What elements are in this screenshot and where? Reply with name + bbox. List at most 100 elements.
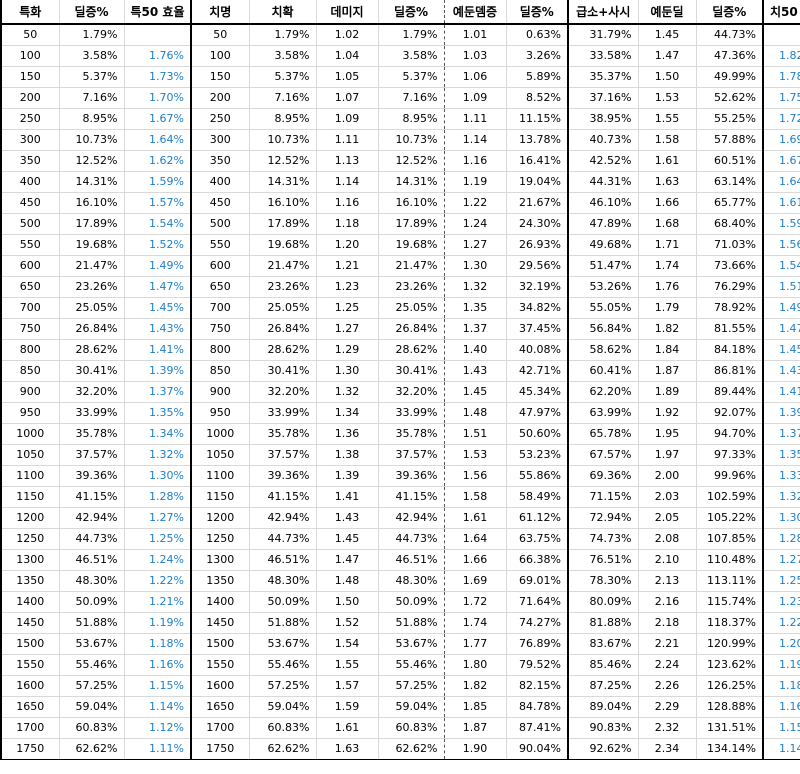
table-cell[interactable]: 11.15% <box>506 108 569 130</box>
table-cell[interactable]: 12.52% <box>59 150 125 172</box>
table-cell[interactable]: 14.31% <box>378 171 445 193</box>
table-cell[interactable]: 51.88% <box>249 612 317 634</box>
table-cell[interactable]: 25.05% <box>378 297 445 319</box>
table-cell[interactable]: 1.47 <box>316 549 379 571</box>
table-cell[interactable]: 1.37% <box>762 423 800 445</box>
table-cell[interactable]: 1.39% <box>124 360 192 382</box>
table-cell[interactable]: 1.34 <box>316 402 379 424</box>
table-cell[interactable]: 1.43 <box>316 507 379 529</box>
table-cell[interactable]: 1.89 <box>638 381 697 403</box>
table-cell[interactable]: 1.82% <box>762 45 800 67</box>
table-cell[interactable]: 35.78% <box>378 423 445 445</box>
table-cell[interactable]: 550 <box>191 234 250 256</box>
table-cell[interactable]: 500 <box>0 213 60 235</box>
table-cell[interactable]: 49.99% <box>696 66 764 88</box>
table-cell[interactable]: 42.94% <box>249 507 317 529</box>
table-cell[interactable]: 115.74% <box>696 591 764 613</box>
table-cell[interactable]: 56.84% <box>568 318 639 340</box>
table-cell[interactable]: 1.50 <box>316 591 379 613</box>
table-cell[interactable]: 1.23 <box>316 276 379 298</box>
table-cell[interactable]: 1.04 <box>316 45 379 67</box>
table-cell[interactable]: 1.02 <box>316 24 379 46</box>
table-cell[interactable]: 1300 <box>191 549 250 571</box>
table-cell[interactable]: 1.14% <box>124 696 192 718</box>
header-cell[interactable]: 데미지 <box>316 0 379 25</box>
table-cell[interactable]: 68.40% <box>696 213 764 235</box>
table-cell[interactable]: 1.38 <box>316 444 379 466</box>
header-cell[interactable]: 예둔딜 <box>638 0 697 25</box>
table-cell[interactable]: 1.45 <box>638 24 697 46</box>
table-cell[interactable]: 1.47% <box>124 276 192 298</box>
table-cell[interactable]: 55.46% <box>378 654 445 676</box>
table-cell[interactable]: 1.56 <box>444 465 507 487</box>
table-cell[interactable]: 45.34% <box>506 381 569 403</box>
table-cell[interactable]: 14.31% <box>249 171 317 193</box>
table-cell[interactable]: 21.47% <box>249 255 317 277</box>
table-cell[interactable]: 126.25% <box>696 675 764 697</box>
table-cell[interactable]: 1.37 <box>444 318 507 340</box>
table-cell[interactable]: 100 <box>191 45 250 67</box>
table-cell[interactable]: 42.94% <box>59 507 125 529</box>
table-cell[interactable]: 1.77 <box>444 633 507 655</box>
table-cell[interactable]: 52.62% <box>696 87 764 109</box>
table-cell[interactable]: 1700 <box>191 717 250 739</box>
table-cell[interactable]: 32.19% <box>506 276 569 298</box>
table-cell[interactable]: 1.79% <box>378 24 445 46</box>
table-cell[interactable]: 1.30% <box>762 507 800 529</box>
table-cell[interactable]: 1.87 <box>444 717 507 739</box>
table-cell[interactable]: 900 <box>191 381 250 403</box>
table-cell[interactable]: 1.58 <box>638 129 697 151</box>
table-cell[interactable]: 1.59% <box>124 171 192 193</box>
table-cell[interactable]: 7.16% <box>378 87 445 109</box>
table-cell[interactable]: 1.21% <box>124 591 192 613</box>
table-cell[interactable]: 38.95% <box>568 108 639 130</box>
table-cell[interactable]: 62.62% <box>249 738 317 760</box>
table-cell[interactable]: 74.27% <box>506 612 569 634</box>
table-cell[interactable]: 21.47% <box>378 255 445 277</box>
table-cell[interactable]: 33.99% <box>249 402 317 424</box>
table-cell[interactable]: 1.47% <box>762 318 800 340</box>
table-cell[interactable]: 8.95% <box>59 108 125 130</box>
header-cell[interactable]: 치확 <box>249 0 317 25</box>
table-cell[interactable]: 1.79 <box>638 297 697 319</box>
table-cell[interactable]: 1.14% <box>762 738 800 760</box>
table-cell[interactable]: 59.04% <box>378 696 445 718</box>
table-cell[interactable]: 300 <box>191 129 250 151</box>
table-cell[interactable]: 53.23% <box>506 444 569 466</box>
table-cell[interactable]: 105.22% <box>696 507 764 529</box>
table-cell[interactable]: 1.15% <box>124 675 192 697</box>
table-cell[interactable]: 57.88% <box>696 129 764 151</box>
table-cell[interactable]: 21.47% <box>59 255 125 277</box>
table-cell[interactable]: 50.09% <box>249 591 317 613</box>
table-cell[interactable]: 1.95 <box>638 423 697 445</box>
table-cell[interactable]: 450 <box>191 192 250 214</box>
table-cell[interactable]: 150 <box>0 66 60 88</box>
table-cell[interactable]: 400 <box>0 171 60 193</box>
table-cell[interactable]: 1.39 <box>316 465 379 487</box>
table-cell[interactable]: 61.12% <box>506 507 569 529</box>
table-cell[interactable]: 41.15% <box>249 486 317 508</box>
table-cell[interactable]: 28.62% <box>249 339 317 361</box>
table-cell[interactable]: 17.89% <box>378 213 445 235</box>
table-cell[interactable]: 1.14 <box>444 129 507 151</box>
table-cell[interactable]: 1.61 <box>316 717 379 739</box>
table-cell[interactable]: 24.30% <box>506 213 569 235</box>
header-cell[interactable]: 예둔뎀증 <box>444 0 507 25</box>
table-cell[interactable]: 1000 <box>191 423 250 445</box>
table-cell[interactable]: 55.25% <box>696 108 764 130</box>
table-cell[interactable]: 1.35% <box>124 402 192 424</box>
table-cell[interactable]: 1.73% <box>124 66 192 88</box>
table-cell[interactable]: 1.79% <box>249 24 317 46</box>
table-cell[interactable]: 1250 <box>191 528 250 550</box>
table-cell[interactable]: 150 <box>191 66 250 88</box>
table-cell[interactable]: 1.74 <box>444 612 507 634</box>
header-cell[interactable]: 급소+사시 <box>568 0 639 25</box>
table-cell[interactable]: 1.16% <box>124 654 192 676</box>
table-cell[interactable]: 1.53 <box>638 87 697 109</box>
table-cell[interactable]: 86.81% <box>696 360 764 382</box>
table-cell[interactable]: 1.09 <box>316 108 379 130</box>
table-cell[interactable]: 50 <box>191 24 250 46</box>
table-cell[interactable]: 46.51% <box>249 549 317 571</box>
table-cell[interactable]: 1.76% <box>124 45 192 67</box>
table-cell[interactable]: 1.27% <box>124 507 192 529</box>
